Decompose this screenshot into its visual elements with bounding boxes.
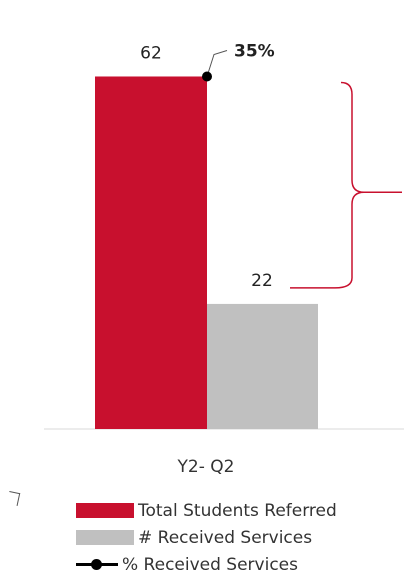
percent-received-point <box>202 71 212 82</box>
legend: Total Students Referred # Received Servi… <box>76 497 337 578</box>
bracket-annotation <box>290 81 402 289</box>
legend-label-percent: % Received Services <box>122 554 298 575</box>
legend-item-percent: % Received Services <box>76 551 337 578</box>
bar-total-students-referred <box>95 76 207 429</box>
legend-label-total: Total Students Referred <box>138 500 337 521</box>
legend-swatch-total <box>76 503 134 518</box>
data-label-percent: 35% <box>234 41 275 61</box>
data-label-received: 22 <box>251 271 273 291</box>
data-label-total: 62 <box>140 43 162 63</box>
legend-label-received: # Received Services <box>138 527 313 548</box>
bar-received-services <box>207 303 318 429</box>
legend-item-total: Total Students Referred <box>76 497 337 524</box>
legend-line-marker <box>76 557 118 572</box>
percent-label-leader <box>206 50 228 77</box>
legend-item-received: # Received Services <box>76 524 337 551</box>
x-tick-label: Y2- Q2 <box>177 457 235 477</box>
legend-swatch-received <box>76 530 134 545</box>
